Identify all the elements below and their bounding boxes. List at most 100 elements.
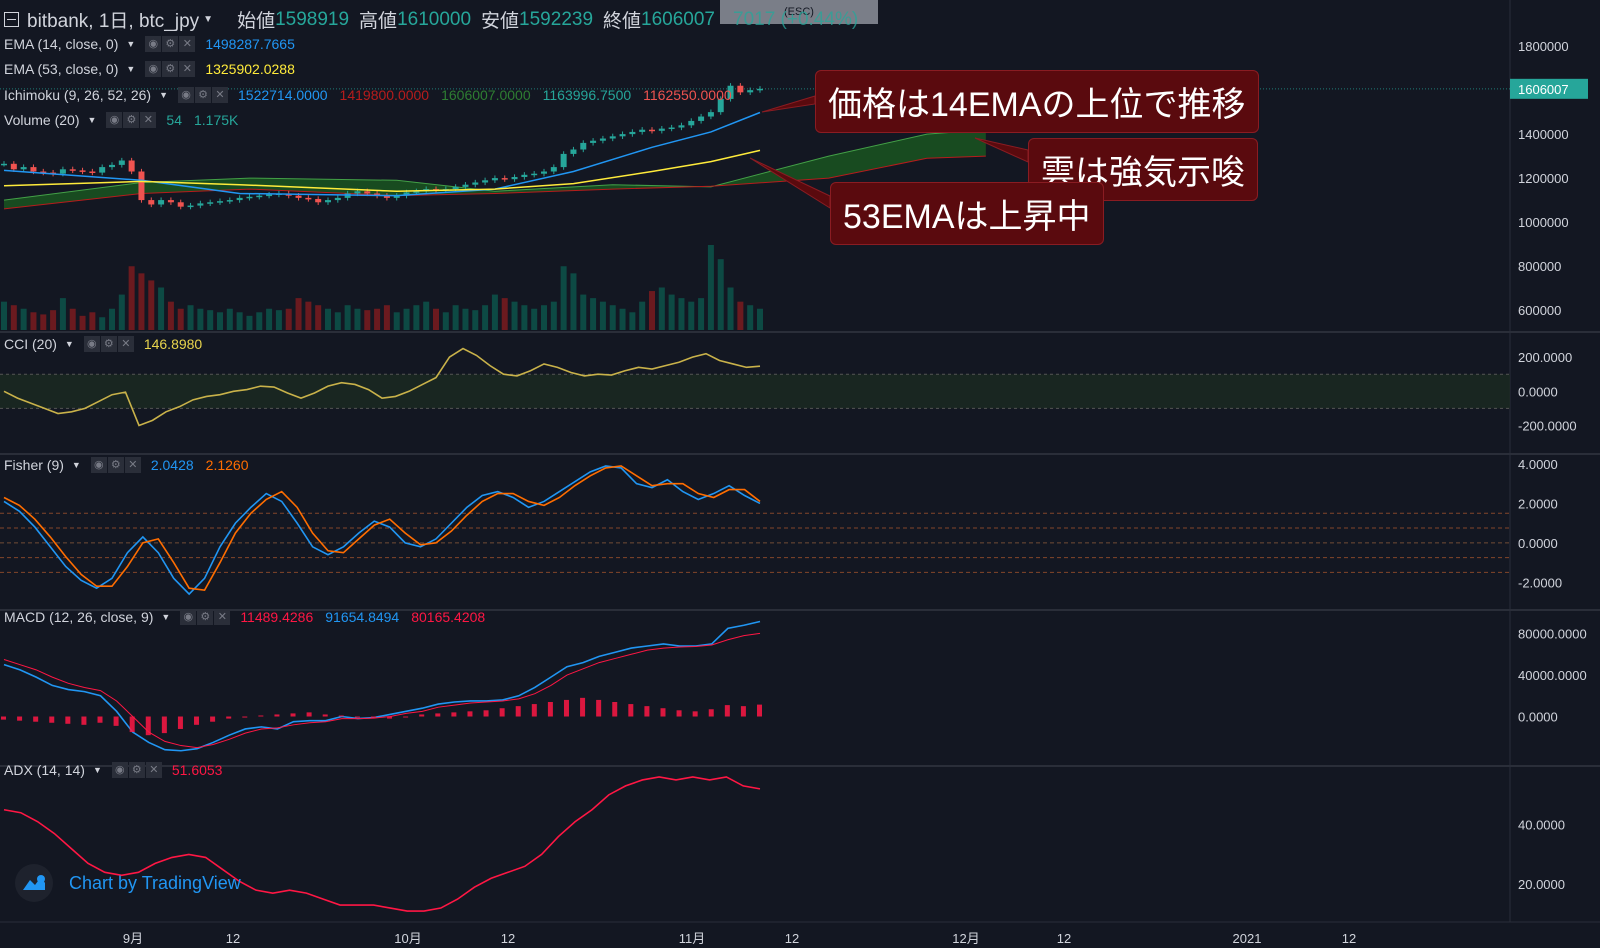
volume-bar: [462, 308, 469, 330]
candle-body: [99, 167, 106, 173]
chevron-down-icon[interactable]: ▼: [126, 64, 136, 74]
legend-macd[interactable]: MACD (12, 26, close, 9) ▼ ◉ ⚙ ✕ 11489.4286 …: [4, 609, 491, 625]
volume-bar: [226, 308, 233, 330]
macd-histogram-bar: [177, 716, 183, 729]
volume-bar: [79, 315, 86, 330]
macd-histogram-bar: [226, 716, 232, 719]
candle-body: [629, 131, 636, 135]
indicator-tick-label: 0.0000: [1518, 384, 1558, 399]
chevron-down-icon[interactable]: ▼: [87, 115, 97, 125]
candle-body: [541, 171, 547, 174]
eye-icon[interactable]: ◉: [90, 457, 107, 473]
indicator-line: [3, 347, 761, 427]
time-tick-label: 10月: [394, 931, 421, 946]
gear-icon[interactable]: ⚙: [128, 762, 145, 778]
gear-icon[interactable]: ⚙: [195, 87, 211, 103]
candle-body: [305, 197, 312, 200]
volume-bar: [599, 301, 606, 330]
legend-volume[interactable]: Volume (20) ▼ ◉ ⚙ ✕ 54 1.175K: [4, 112, 244, 128]
macd-histogram-bar: [660, 708, 666, 717]
legend-adx[interactable]: ADX (14, 14) ▼ ◉ ⚙ ✕ 51.6053: [4, 762, 228, 778]
close-icon[interactable]: ✕: [117, 336, 134, 352]
volume-bar: [590, 298, 597, 330]
eye-icon[interactable]: ◉: [145, 36, 162, 52]
gear-icon[interactable]: ⚙: [123, 112, 140, 128]
indicator-tick-label: 200.0000: [1518, 350, 1572, 365]
open-label: 始値: [237, 11, 276, 32]
eye-icon[interactable]: ◉: [106, 112, 123, 128]
gear-icon[interactable]: ⚙: [162, 36, 179, 52]
candle-body: [413, 191, 420, 193]
volume-bar: [236, 312, 243, 330]
legend-cci[interactable]: CCI (20) ▼ ◉ ⚙ ✕ 146.8980: [4, 336, 208, 352]
close-icon[interactable]: ✕: [214, 609, 231, 625]
volume-bar: [30, 312, 37, 330]
candle-body: [619, 134, 626, 137]
volume-bar: [560, 266, 567, 330]
candle-body: [79, 170, 86, 172]
legend-value: 1162550.0000: [643, 87, 732, 103]
legend-name: EMA (14, close, 0): [4, 36, 119, 52]
close-icon[interactable]: ✕: [212, 87, 228, 103]
senkou-a-line: [3, 129, 986, 201]
collapse-icon[interactable]: [4, 12, 19, 27]
gear-icon[interactable]: ⚙: [162, 61, 179, 77]
grid-lines: [0, 0, 1600, 923]
indicator-line: [3, 776, 761, 912]
chevron-down-icon[interactable]: ▼: [92, 765, 102, 775]
close-icon[interactable]: ✕: [140, 112, 157, 128]
macd-histogram-bar: [242, 716, 248, 718]
volume-bar: [649, 291, 655, 330]
candle-body: [452, 186, 459, 190]
chevron-down-icon[interactable]: ▼: [203, 14, 214, 25]
gear-icon[interactable]: ⚙: [197, 609, 214, 625]
macd-histogram-bar: [435, 713, 441, 717]
legend-ichimoku[interactable]: Ichimoku (9, 26, 52, 26) ▼ ◉ ⚙ ✕ 1522714.00…: [4, 87, 738, 103]
close-icon[interactable]: ✕: [179, 36, 196, 52]
candle-body: [59, 169, 66, 174]
price-tick-label: 1200000: [1518, 171, 1569, 186]
time-tick-label: 12: [1342, 931, 1356, 946]
last-price-tag: [1510, 78, 1588, 99]
chevron-down-icon[interactable]: ▼: [161, 612, 171, 622]
gear-icon[interactable]: ⚙: [107, 457, 124, 473]
volume-bar: [138, 273, 145, 330]
symbol-title[interactable]: bitbank, 1日, btc_jpy: [27, 11, 200, 32]
candle-body: [501, 178, 508, 180]
gear-icon[interactable]: ⚙: [100, 336, 117, 352]
eye-icon[interactable]: ◉: [145, 61, 162, 77]
chevron-down-icon[interactable]: ▼: [159, 90, 168, 100]
volume-bar: [393, 312, 400, 330]
macd-histogram-bar: [467, 711, 473, 717]
candle-body: [580, 142, 587, 150]
legend-ema14[interactable]: EMA (14, close, 0) ▼ ◉ ⚙ ✕ 1498287.7665: [4, 36, 301, 52]
close-icon[interactable]: ✕: [145, 762, 162, 778]
eye-icon[interactable]: ◉: [83, 336, 100, 352]
close-icon[interactable]: ✕: [124, 457, 141, 473]
macd-histogram-bar: [515, 706, 521, 717]
candle-body: [550, 167, 557, 172]
candle-body: [374, 193, 381, 196]
candle-body: [531, 173, 538, 176]
indicator-tick-label: 2.0000: [1518, 496, 1558, 511]
eye-icon[interactable]: ◉: [178, 87, 194, 103]
legend-fisher[interactable]: Fisher (9) ▼ ◉ ⚙ ✕ 2.0428 2.1260: [4, 457, 254, 473]
close-icon[interactable]: ✕: [179, 61, 196, 77]
eye-icon[interactable]: ◉: [180, 609, 197, 625]
symbol-header: bitbank, 1日, btc_jpy ▼ 始値 1598919 高値 161…: [4, 6, 858, 33]
legend-ema53[interactable]: EMA (53, close, 0) ▼ ◉ ⚙ ✕ 1325902.0288: [4, 61, 301, 77]
legend-value: 1606007.0000: [441, 87, 531, 103]
close-label: 終値: [603, 11, 642, 32]
candle-body: [658, 128, 665, 131]
macd-histogram-bar: [113, 716, 119, 726]
candle-body: [118, 160, 125, 165]
chevron-down-icon[interactable]: ▼: [64, 339, 74, 349]
candle-body: [256, 195, 263, 198]
price-axis: 1800000 1400000 1200000 1000000 800000 600000…: [1510, 39, 1588, 892]
candle-body: [364, 191, 371, 194]
chevron-down-icon[interactable]: ▼: [126, 39, 136, 49]
chevron-down-icon[interactable]: ▼: [71, 460, 81, 470]
esc-hint[interactable]: (ESC): [720, 0, 878, 24]
eye-icon[interactable]: ◉: [111, 762, 128, 778]
tradingview-watermark[interactable]: Chart by TradingView: [15, 864, 241, 902]
